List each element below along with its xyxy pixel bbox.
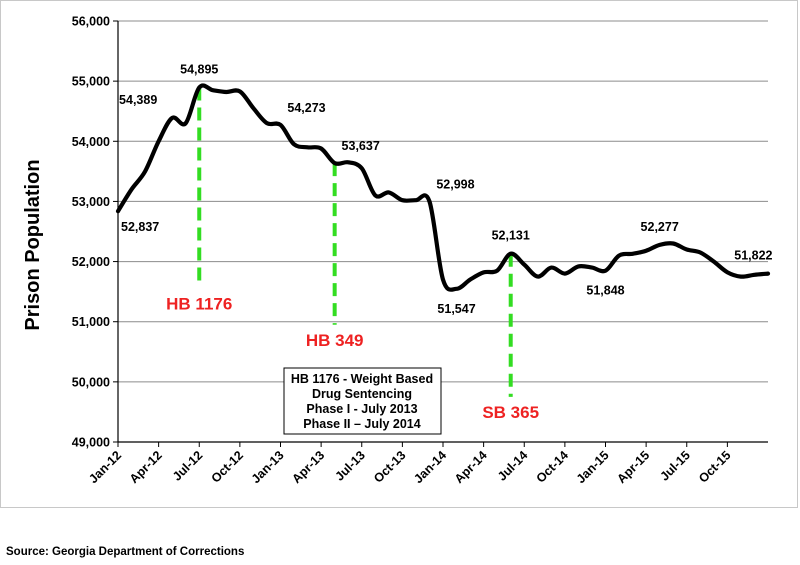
chart-frame: 49,000 50,000 51,000 52,000 53,000 54,000 55,0… [0, 0, 798, 508]
x-tick-label: Jan-13 [249, 448, 287, 486]
x-tick-label: Jan-14 [411, 448, 449, 486]
legislation-markers: HB 1176 HB 349 SB 365 [166, 87, 539, 422]
series-line [115, 83, 771, 292]
source-note: Source: Georgia Department of Correction… [6, 546, 245, 558]
prison-population-chart: 49,000 50,000 51,000 52,000 53,000 54,000 55,0… [22, 15, 773, 487]
data-label: 51,547 [437, 302, 475, 316]
y-tick-label: 54,000 [72, 135, 110, 149]
x-tick-label: Oct-14 [534, 448, 571, 485]
data-label: 52,277 [641, 220, 679, 234]
data-label: 51,848 [586, 284, 624, 298]
x-tick-label: Jul-12 [170, 448, 205, 483]
y-tick-label: 53,000 [72, 195, 110, 209]
x-tick-label: Jan-12 [86, 448, 124, 486]
data-label: 54,895 [180, 62, 218, 76]
y-tick-label: 49,000 [72, 436, 110, 450]
x-tick-label: Apr-13 [289, 448, 327, 486]
series-line-group [115, 83, 771, 292]
data-labels: 52,837 54,389 54,895 54,273 53,637 52,998 51,5… [119, 62, 772, 315]
y-tick-label: 56,000 [72, 15, 110, 29]
x-tick-label: Oct-12 [209, 448, 246, 485]
x-tick-label: Apr-12 [127, 448, 165, 486]
y-axis-title: Prison Population [22, 159, 44, 330]
y-tick-label: 50,000 [72, 375, 110, 389]
x-tick-label: Oct-15 [696, 448, 733, 485]
x-tick-label: Jul-14 [495, 448, 530, 483]
y-tick-label: 52,000 [72, 255, 110, 269]
data-label: 52,837 [121, 220, 159, 234]
marker-label: SB 365 [482, 403, 539, 422]
note-box-line: Phase I - July 2013 [306, 402, 417, 416]
x-tick-label: Apr-14 [452, 448, 490, 486]
y-tick-label: 55,000 [72, 75, 110, 89]
axes [113, 20, 768, 447]
note-box-line: Drug Sentencing [312, 387, 412, 401]
data-label: 53,637 [342, 139, 380, 153]
x-tick-label: Jul-13 [332, 448, 367, 483]
note-box-line: HB 1176 - Weight Based [291, 372, 433, 386]
y-tick-label: 51,000 [72, 315, 110, 329]
data-label: 52,131 [492, 229, 530, 243]
data-label: 51,822 [734, 248, 772, 262]
note-box-line: Phase II – July 2014 [303, 417, 420, 431]
x-tick-label: Jul-15 [657, 448, 692, 483]
marker-label: HB 349 [306, 331, 364, 350]
data-label: 54,273 [287, 101, 325, 115]
x-tick-label: Oct-13 [371, 448, 408, 485]
gridlines [118, 20, 768, 383]
x-tick-label: Jan-15 [574, 448, 612, 486]
marker-label: HB 1176 [166, 295, 232, 314]
note-box-text: HB 1176 - Weight Based Drug Sentencing Pha… [291, 372, 433, 431]
note-box-frame [283, 367, 442, 435]
x-tick-label: Apr-15 [614, 448, 652, 486]
data-label: 54,389 [119, 93, 157, 107]
note-box: HB 1176 - Weight Based Drug Sentencing Pha… [283, 367, 442, 435]
data-label: 52,998 [436, 178, 474, 192]
